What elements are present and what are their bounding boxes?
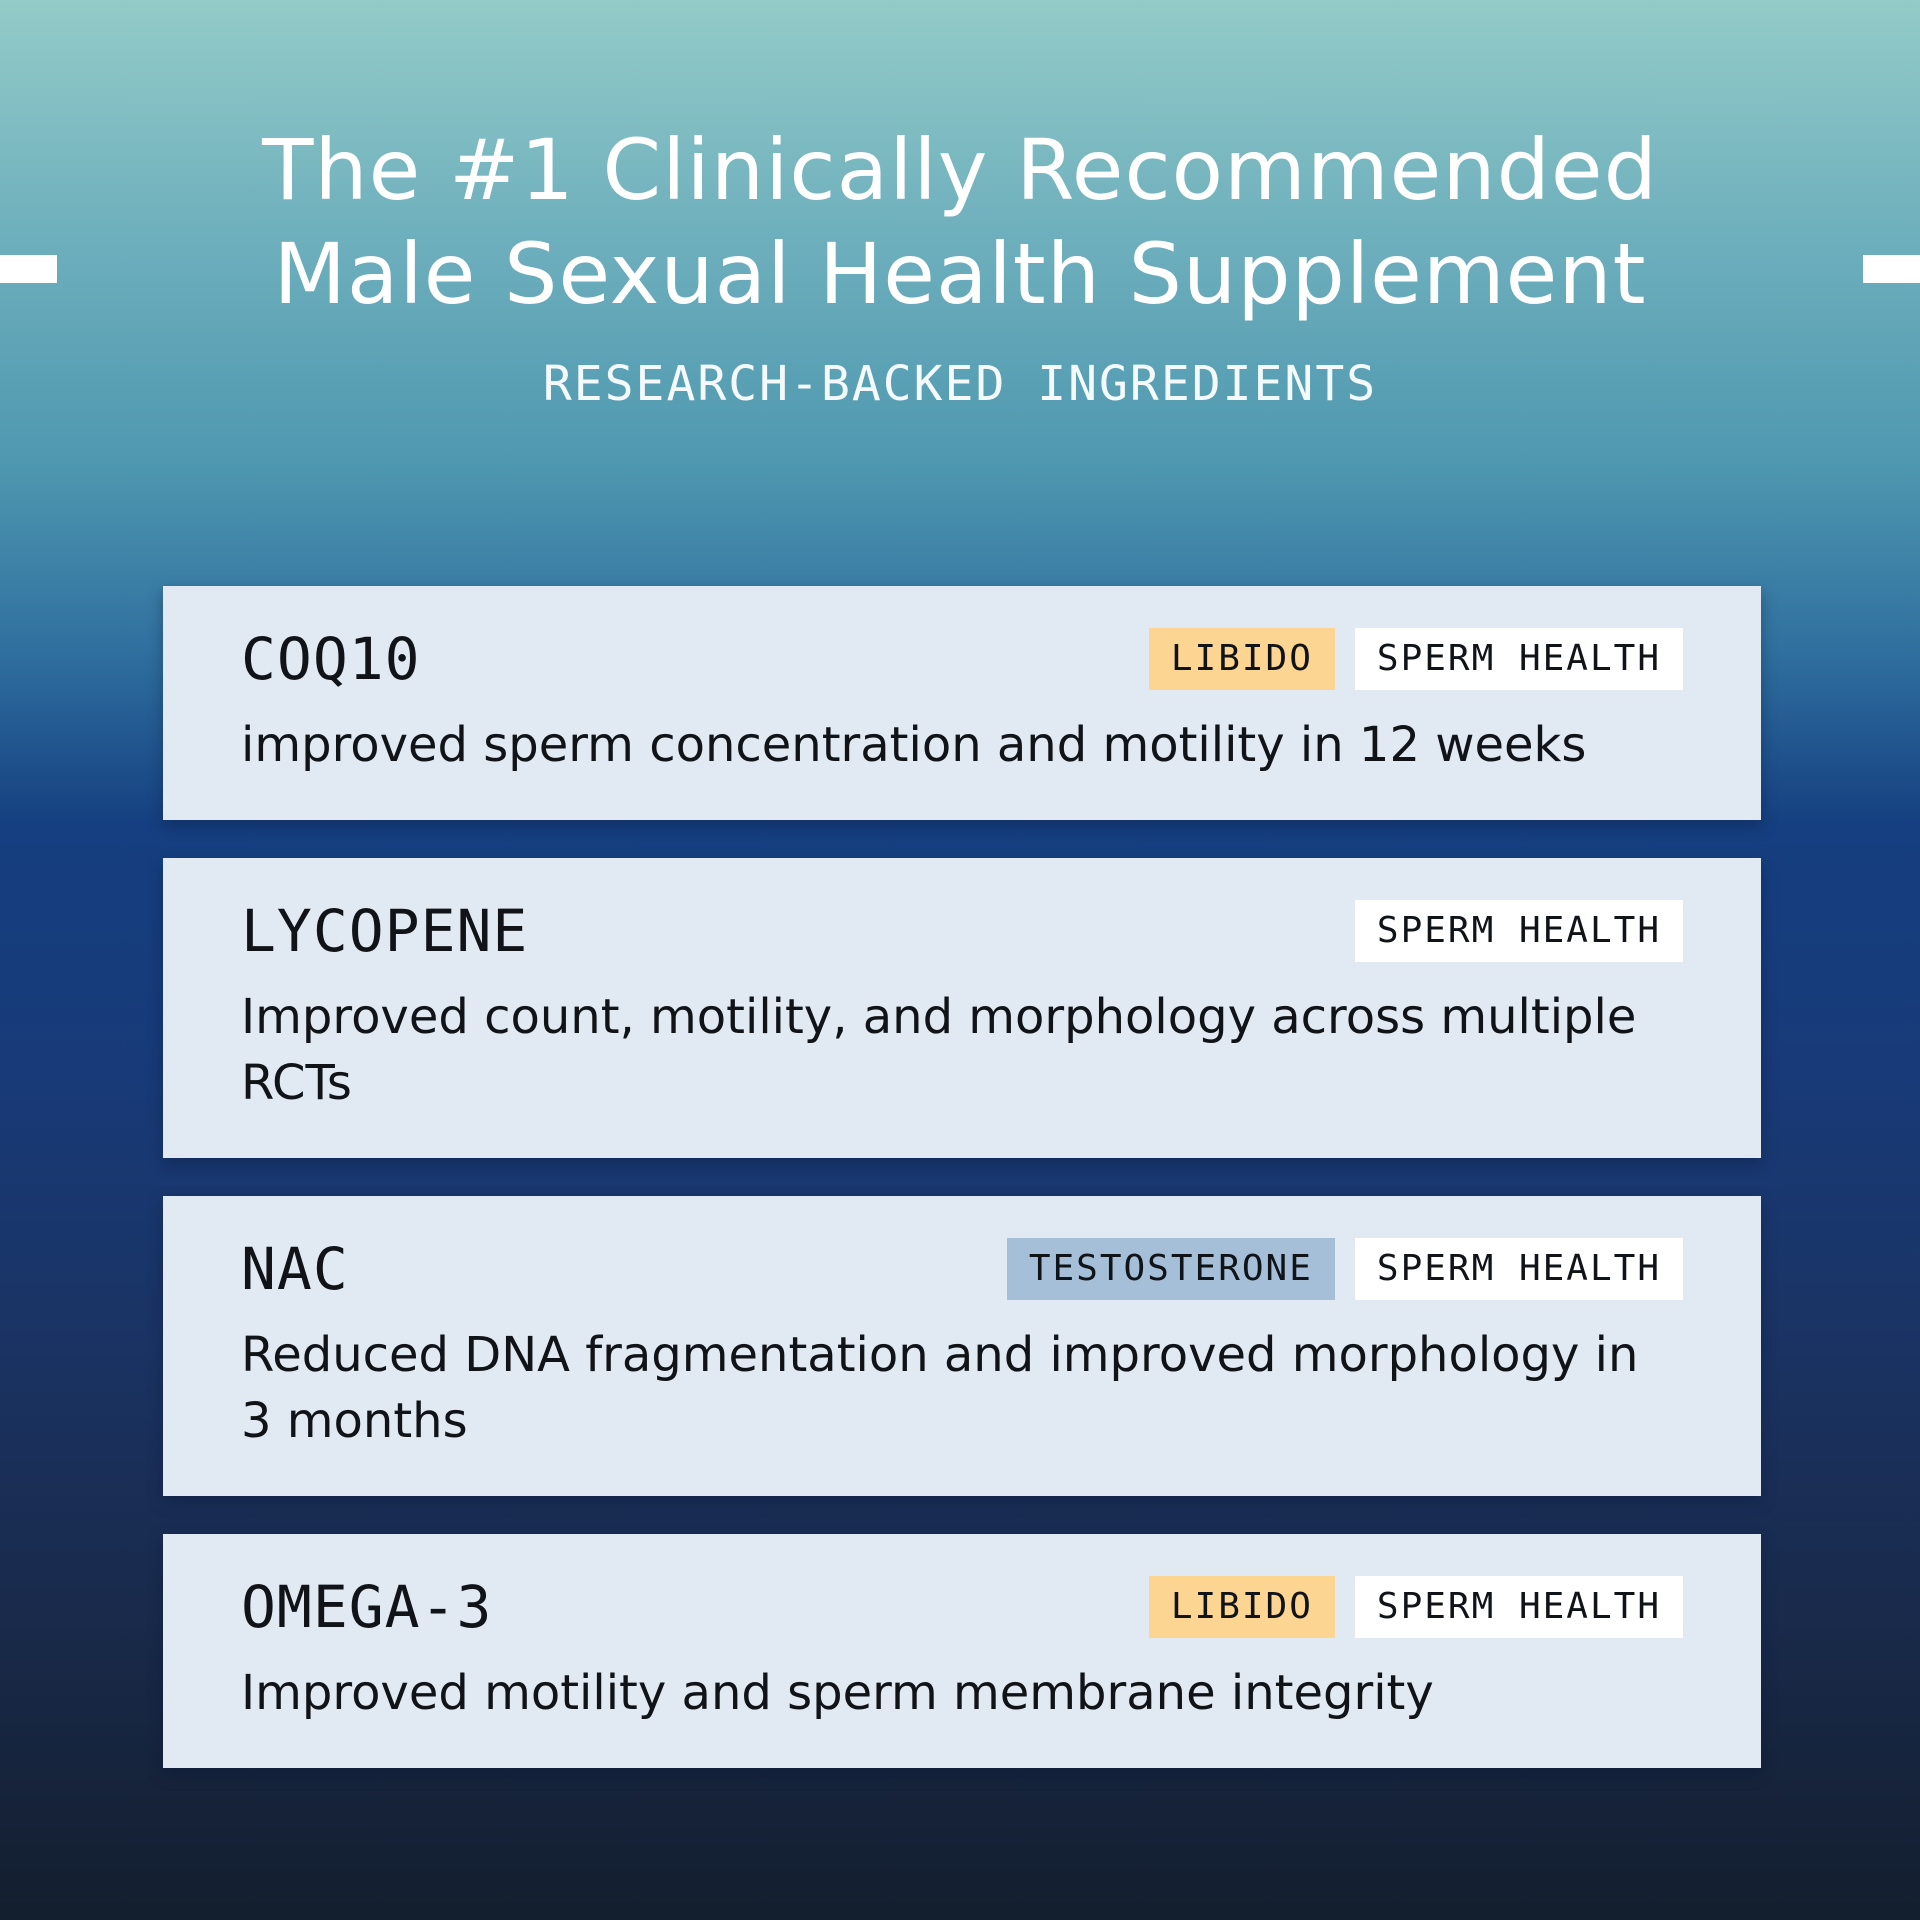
ingredient-name: COQ10: [241, 625, 421, 693]
page-subtitle: RESEARCH-BACKED INGREDIENTS: [542, 356, 1378, 412]
ingredient-card-omega-3: OMEGA-3 LIBIDO SPERM HEALTH Improved mot…: [163, 1534, 1761, 1768]
card-header: COQ10 LIBIDO SPERM HEALTH: [241, 625, 1683, 693]
right-edge-dash: [1863, 255, 1920, 283]
tag-sperm-health: SPERM HEALTH: [1354, 1238, 1683, 1300]
ingredient-description: improved sperm concentration and motilit…: [241, 717, 1587, 773]
card-header: LYCOPENE SPERM HEALTH: [241, 897, 1683, 965]
tag-group: LIBIDO SPERM HEALTH: [1148, 628, 1683, 690]
left-edge-dash: [0, 255, 57, 283]
page-title-line-1: The #1 Clinically Recommended: [262, 121, 1658, 219]
ingredient-card-coq10: COQ10 LIBIDO SPERM HEALTH improved sperm…: [163, 586, 1761, 820]
ingredient-description: Improved motility and sperm membrane int…: [241, 1665, 1434, 1721]
tag-group: TESTOSTERONE SPERM HEALTH: [1006, 1238, 1683, 1300]
ingredient-description: Reduced DNA fragmentation and improved m…: [241, 1327, 1639, 1449]
tag-sperm-health: SPERM HEALTH: [1354, 628, 1683, 690]
tag-libido: LIBIDO: [1148, 628, 1335, 690]
card-header: NAC TESTOSTERONE SPERM HEALTH: [241, 1235, 1683, 1303]
tag-group: LIBIDO SPERM HEALTH: [1148, 1576, 1683, 1638]
ingredient-description: Improved count, motility, and morphology…: [241, 989, 1637, 1111]
ingredient-name: OMEGA-3: [241, 1573, 493, 1641]
tag-sperm-health: SPERM HEALTH: [1354, 900, 1683, 962]
ingredient-name: NAC: [241, 1235, 349, 1303]
tag-testosterone: TESTOSTERONE: [1006, 1238, 1335, 1300]
ingredient-name: LYCOPENE: [241, 897, 529, 965]
ingredient-card-lycopene: LYCOPENE SPERM HEALTH Improved count, mo…: [163, 858, 1761, 1158]
page-title: The #1 Clinically Recommended Male Sexua…: [0, 118, 1920, 326]
tag-libido: LIBIDO: [1148, 1576, 1335, 1638]
ingredient-card-nac: NAC TESTOSTERONE SPERM HEALTH Reduced DN…: [163, 1196, 1761, 1496]
tag-sperm-health: SPERM HEALTH: [1354, 1576, 1683, 1638]
page-title-line-2: Male Sexual Health Supplement: [273, 225, 1647, 323]
tag-group: SPERM HEALTH: [1354, 900, 1683, 962]
hero-header: The #1 Clinically Recommended Male Sexua…: [0, 118, 1920, 412]
ingredient-list: COQ10 LIBIDO SPERM HEALTH improved sperm…: [163, 586, 1761, 1806]
card-header: OMEGA-3 LIBIDO SPERM HEALTH: [241, 1573, 1683, 1641]
